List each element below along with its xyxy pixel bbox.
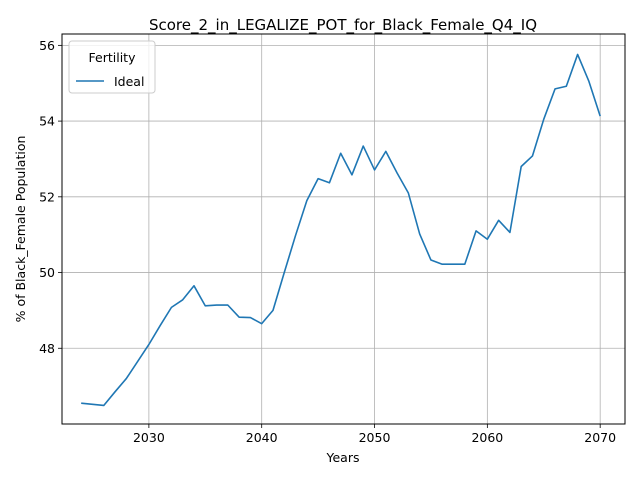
y-axis: 48 50 52 54 56	[39, 38, 62, 356]
chart-title: Score_2_in_LEGALIZE_POT_for_Black_Female…	[149, 16, 537, 35]
x-tick-label: 2070	[584, 430, 616, 445]
y-tick-label: 50	[39, 265, 55, 280]
plot-frame	[61, 33, 626, 425]
legend-title: Fertility	[89, 50, 137, 65]
y-tick-label: 48	[39, 341, 55, 356]
x-tick-label: 2060	[471, 430, 503, 445]
x-tick-label: 2050	[359, 430, 391, 445]
x-axis: 2030 2040 2050 2060 2070	[133, 424, 616, 445]
x-tick-label: 2030	[133, 430, 165, 445]
x-axis-label: Years	[326, 450, 360, 465]
legend: Fertility Ideal	[68, 40, 156, 94]
series-layer	[81, 53, 601, 407]
y-tick-label: 56	[39, 38, 55, 53]
grid	[62, 34, 625, 424]
legend-box	[68, 40, 156, 94]
y-tick-label: 52	[39, 189, 55, 204]
x-tick-label: 2040	[246, 430, 278, 445]
y-axis-label: % of Black_Female Population	[13, 136, 28, 323]
legend-label-ideal: Ideal	[114, 74, 144, 89]
y-tick-label: 54	[39, 114, 55, 129]
series-line-ideal	[81, 53, 601, 407]
